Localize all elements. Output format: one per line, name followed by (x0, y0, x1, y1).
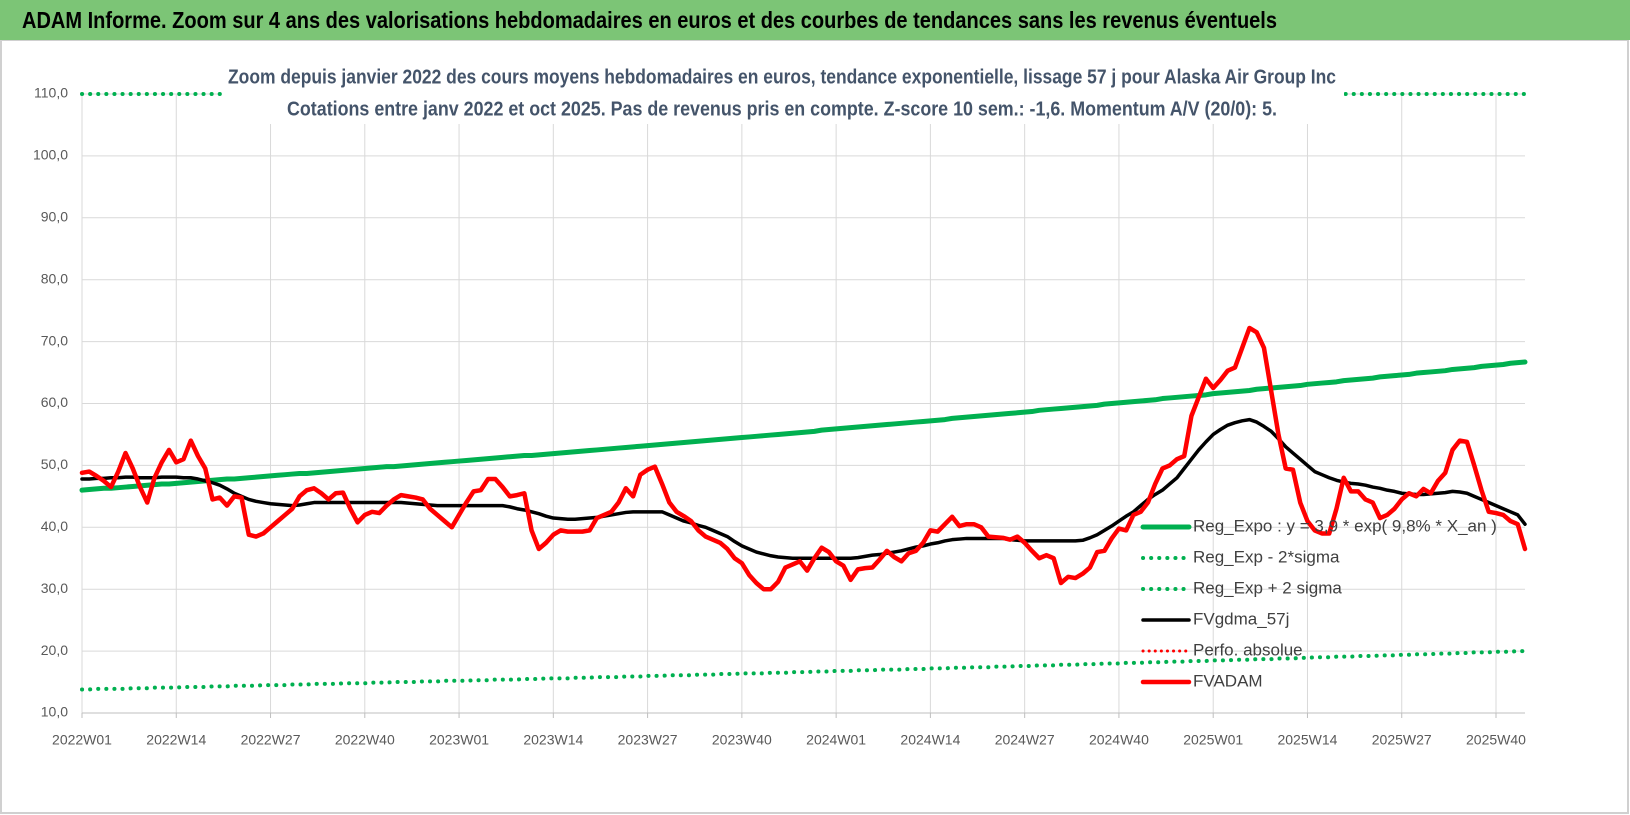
y-tick-label: 80,0 (41, 270, 68, 286)
x-tick-label: 2022W27 (241, 732, 301, 748)
x-tick-label: 2022W01 (52, 732, 112, 748)
legend-label: Reg_Expo : y = 3,9 * exp( 9,8% * X_an ) (1193, 516, 1497, 535)
chart-title: Zoom depuis janvier 2022 des cours moyen… (228, 66, 1336, 88)
x-tick-label: 2023W14 (523, 732, 583, 748)
y-tick-label: 70,0 (41, 332, 68, 348)
x-tick-label: 2022W40 (335, 732, 395, 748)
legend-label: FVADAM (1193, 671, 1263, 690)
x-tick-label: 2023W01 (429, 732, 489, 748)
legend-label: Reg_Exp - 2*sigma (1193, 547, 1340, 566)
legend-label: Reg_Exp + 2 sigma (1193, 578, 1342, 597)
series-line (80, 417, 1527, 560)
legend-label: FVgdma_57j (1193, 609, 1289, 628)
y-tick-label: 50,0 (41, 456, 68, 472)
chart-subtitle: Cotations entre janv 2022 et oct 2025. P… (287, 98, 1277, 120)
x-tick-label: 2024W14 (900, 732, 960, 748)
x-tick-label: 2025W14 (1277, 732, 1337, 748)
x-tick-label: 2025W27 (1372, 732, 1432, 748)
series-line (79, 325, 1528, 592)
x-tick-label: 2025W40 (1466, 732, 1526, 748)
x-tick-label: 2022W14 (146, 732, 206, 748)
y-tick-label: 100,0 (33, 147, 68, 163)
x-tick-label: 2024W40 (1089, 732, 1149, 748)
y-tick-label: 10,0 (41, 704, 68, 720)
series-line (79, 359, 1528, 493)
x-tick-label: 2023W27 (618, 732, 678, 748)
x-tick-label: 2024W01 (806, 732, 866, 748)
header-bar (0, 0, 1630, 40)
title-box (222, 60, 1344, 124)
y-tick-label: 40,0 (41, 518, 68, 534)
y-tick-label: 110,0 (34, 85, 68, 101)
series-line (80, 649, 1527, 692)
legend: Reg_Expo : y = 3,9 * exp( 9,8% * X_an ) R… (1140, 516, 1497, 690)
x-tick-label: 2025W01 (1183, 732, 1243, 748)
x-tick-label: 2024W27 (995, 732, 1055, 748)
y-tick-label: 60,0 (41, 394, 68, 410)
y-tick-label: 90,0 (41, 209, 68, 225)
y-tick-label: 20,0 (41, 642, 68, 658)
legend-label: Perfo. absolue (1193, 640, 1303, 659)
y-tick-label: 30,0 (41, 580, 68, 596)
header-title: ADAM Informe. Zoom sur 4 ans des valoris… (22, 7, 1277, 33)
x-tick-label: 2023W40 (712, 732, 772, 748)
